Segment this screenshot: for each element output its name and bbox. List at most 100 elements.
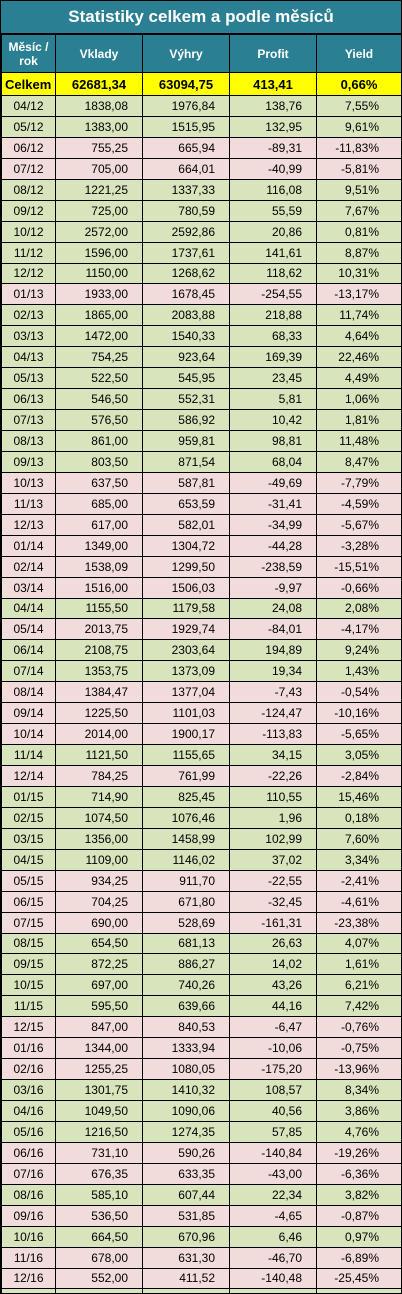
cell-deposits: 1516,00 — [55, 576, 143, 599]
cell-yield: 9,51% — [316, 178, 401, 201]
header-yield: Yield — [316, 34, 401, 73]
cell-month: 10/13 — [1, 471, 56, 494]
cell-month: 01/15 — [1, 785, 56, 808]
cell-deposits: 2108,75 — [55, 639, 143, 662]
cell-month: 06/13 — [1, 388, 56, 411]
cell-winnings: 1678,45 — [142, 283, 230, 306]
cell-yield: 7,55% — [316, 95, 401, 117]
cell-deposits: 704,25 — [55, 890, 143, 913]
cell-month: 06/16 — [1, 1141, 56, 1164]
cell-winnings: 1337,33 — [142, 178, 230, 201]
cell-month: 08/12 — [1, 178, 56, 201]
cell-profit: 138,76 — [229, 95, 317, 117]
total-row: Celkem 62681,34 63094,75 413,41 0,66% — [1, 72, 401, 96]
cell-deposits: 1472,00 — [55, 325, 143, 348]
cell-deposits: 1150,00 — [55, 262, 143, 285]
cell-yield: 1,43% — [316, 660, 401, 683]
cell-winnings: 671,80 — [142, 890, 230, 913]
cell-yield: 7,42% — [316, 995, 401, 1018]
cell-yield: 7,67% — [316, 199, 401, 222]
cell-month: 08/13 — [1, 430, 56, 452]
table-row: 04/14 1155,50 1179,58 24,08 2,08% — [1, 597, 401, 620]
table-row: 05/16 1216,50 1274,35 57,85 4,76% — [1, 1120, 401, 1143]
cell-profit: 218,88 — [229, 304, 317, 327]
cell-month: 04/15 — [1, 848, 56, 871]
cell-month: 04/16 — [1, 1100, 56, 1122]
cell-winnings: 586,92 — [142, 409, 230, 431]
cell-deposits: 1596,00 — [55, 241, 143, 264]
cell-month: 05/13 — [1, 367, 56, 390]
cell-winnings: 1179,58 — [142, 597, 230, 620]
total-profit: 413,41 — [229, 72, 317, 96]
cell-winnings: 2592,86 — [142, 220, 230, 243]
cell-yield: 3,82% — [316, 1183, 401, 1206]
cell-deposits: 576,50 — [55, 409, 143, 431]
cell-profit: -113,83 — [229, 723, 317, 746]
cell-deposits: 705,00 — [55, 157, 143, 180]
cell-winnings: 740,26 — [142, 974, 230, 997]
table-row: 11/12 1596,00 1737,61 141,61 8,87% — [1, 241, 401, 264]
cell-deposits: 617,00 — [55, 513, 143, 536]
cell-winnings: 780,59 — [142, 199, 230, 222]
cell-deposits: 847,00 — [55, 1016, 143, 1039]
cell-deposits: 690,00 — [55, 911, 143, 934]
table-row: 12/14 784,25 761,99 -22,26 -2,84% — [1, 765, 401, 787]
cell-deposits: 1353,75 — [55, 660, 143, 683]
cell-winnings: 886,27 — [142, 953, 230, 976]
cell-profit: 24,08 — [229, 597, 317, 620]
cell-yield: -23,38% — [316, 911, 401, 934]
cell-yield: -4,61% — [316, 890, 401, 913]
cell-winnings: 590,26 — [142, 1141, 230, 1164]
table-row: 01/14 1349,00 1304,72 -44,28 -3,28% — [1, 534, 401, 557]
header-winnings: Výhry — [142, 34, 230, 73]
cell-winnings: 911,70 — [142, 869, 230, 892]
cell-profit: -161,31 — [229, 911, 317, 934]
cell-deposits: 1121,50 — [55, 744, 143, 766]
cell-winnings: 1268,62 — [142, 262, 230, 285]
cell-deposits: 1255,25 — [55, 1058, 143, 1081]
cell-yield: -15,51% — [316, 555, 401, 578]
cell-deposits: 1384,47 — [55, 681, 143, 704]
cell-deposits: 1155,50 — [55, 597, 143, 620]
cell-deposits: 1349,00 — [55, 534, 143, 557]
cell-month: 03/14 — [1, 576, 56, 599]
cell-winnings: 653,59 — [142, 492, 230, 515]
table-row: 06/12 755,25 665,94 -89,31 -11,83% — [1, 136, 401, 159]
cell-winnings: 631,30 — [142, 1246, 230, 1269]
cell-winnings: 519,76 — [142, 1288, 230, 1293]
cell-yield: -4,17% — [316, 618, 401, 641]
cell-yield: -0,75% — [316, 1037, 401, 1060]
table-row: 05/14 2013,75 1929,74 -84,01 -4,17% — [1, 618, 401, 641]
cell-month: 02/15 — [1, 806, 56, 829]
cell-month: 09/12 — [1, 199, 56, 222]
cell-profit: 113,76 — [229, 1288, 317, 1293]
table-row: 11/16 678,00 631,30 -46,70 -6,89% — [1, 1246, 401, 1269]
cell-yield: 1,06% — [316, 388, 401, 411]
table-row: 07/14 1353,75 1373,09 19,34 1,43% — [1, 660, 401, 683]
table-row: 04/13 754,25 923,64 169,39 22,46% — [1, 346, 401, 369]
table-row: 08/12 1221,25 1337,33 116,08 9,51% — [1, 178, 401, 201]
cell-profit: -43,00 — [229, 1162, 317, 1185]
cell-yield: 9,61% — [316, 115, 401, 138]
cell-deposits: 697,00 — [55, 974, 143, 997]
cell-month: 10/15 — [1, 974, 56, 997]
cell-month: 01/17 — [1, 1288, 56, 1293]
total-label: Celkem — [1, 72, 56, 96]
statistics-table: Měsíc / rok Vklady Výhry Profit Yield Ce… — [1, 34, 401, 1293]
cell-yield: 3,34% — [316, 848, 401, 871]
cell-deposits: 754,25 — [55, 346, 143, 369]
cell-profit: 68,04 — [229, 450, 317, 473]
cell-winnings: 1080,05 — [142, 1058, 230, 1081]
cell-yield: -19,26% — [316, 1141, 401, 1164]
cell-profit: 23,45 — [229, 367, 317, 390]
cell-yield: -6,36% — [316, 1162, 401, 1185]
table-row: 03/16 1301,75 1410,32 108,57 8,34% — [1, 1079, 401, 1101]
cell-winnings: 607,44 — [142, 1183, 230, 1206]
cell-profit: -7,43 — [229, 681, 317, 704]
cell-month: 09/13 — [1, 450, 56, 473]
cell-yield: 0,97% — [316, 1225, 401, 1248]
cell-month: 04/12 — [1, 95, 56, 117]
cell-month: 06/14 — [1, 639, 56, 662]
cell-profit: 108,57 — [229, 1079, 317, 1101]
cell-yield: 15,46% — [316, 785, 401, 808]
